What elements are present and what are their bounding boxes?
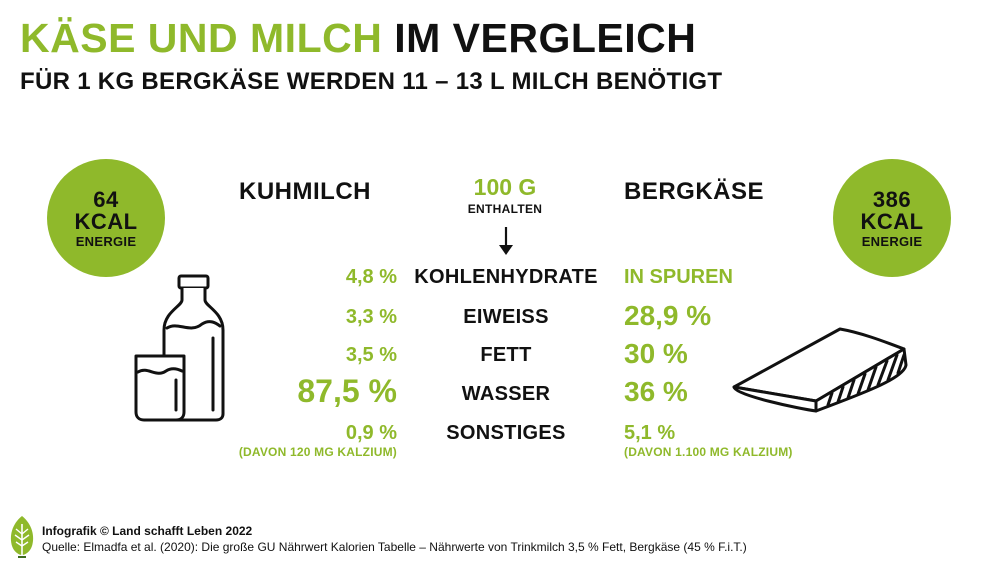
- cheese-energy-badge: 386 KCAL ENERGIE: [833, 159, 951, 277]
- page-title: KÄSE UND MILCH IM VERGLEICH: [20, 18, 696, 59]
- milk-energy-unit: KCAL: [74, 208, 138, 234]
- cheese-protein-value: 28,9 %: [624, 300, 712, 331]
- milk-column-title: KUHMILCH: [239, 178, 371, 205]
- title-highlight: KÄSE UND MILCH: [20, 15, 383, 61]
- cheese-water-value: 36 %: [624, 376, 688, 407]
- cheese-other-value: 5,1 %: [624, 422, 676, 444]
- nutrient-water-label: WASSER: [461, 383, 551, 405]
- portion-size: 100 G: [473, 174, 537, 200]
- nutrient-protein-label: EIWEISS: [463, 306, 549, 328]
- cheese-calcium-note: (DAVON 1.100 MG KALZIUM): [624, 445, 793, 459]
- cheese-carbs-value: IN SPUREN: [624, 266, 733, 288]
- cheese-fat-value: 30 %: [624, 338, 688, 369]
- milk-other-value: 0,9 %: [345, 422, 397, 444]
- milk-energy-badge: 64 KCAL ENERGIE: [47, 159, 165, 277]
- milk-fat-value: 3,5 %: [345, 344, 397, 366]
- cheese-energy-value: 386: [872, 186, 912, 212]
- center-column-header: 100 G ENTHALTEN: [430, 174, 580, 217]
- footer-source: Quelle: Elmadfa et al. (2020): Die große…: [42, 540, 747, 554]
- milk-water-value: 87,5 %: [297, 373, 397, 409]
- down-arrow-icon: [499, 227, 513, 255]
- milk-calcium-note: (DAVON 120 MG KALZIUM): [238, 445, 397, 459]
- title-rest: IM VERGLEICH: [394, 15, 697, 61]
- cheese-wedge-icon: [732, 327, 908, 413]
- cheese-column-title: BERGKÄSE: [624, 178, 765, 205]
- cheese-energy-unit: KCAL: [860, 208, 924, 234]
- portion-label: ENTHALTEN: [467, 202, 543, 216]
- milk-energy-value: 64: [93, 186, 119, 212]
- milk-energy-label: ENERGIE: [75, 233, 137, 249]
- milk-protein-value: 3,3 %: [345, 306, 397, 328]
- milk-carbs-value: 4,8 %: [345, 266, 397, 288]
- footer-credit: Infografik © Land schafft Leben 2022: [42, 524, 253, 538]
- milk-bottle-and-glass-icon: [134, 274, 225, 422]
- nutrient-fat-label: FETT: [480, 344, 532, 366]
- leaf-logo-icon: [10, 516, 34, 558]
- page-subtitle: FÜR 1 KG BERGKÄSE WERDEN 11 – 13 L MILCH…: [20, 68, 723, 95]
- cheese-energy-label: ENERGIE: [861, 233, 923, 249]
- nutrient-carbs-label: KOHLENHYDRATE: [414, 266, 598, 288]
- nutrient-other-label: SONSTIGES: [446, 422, 566, 444]
